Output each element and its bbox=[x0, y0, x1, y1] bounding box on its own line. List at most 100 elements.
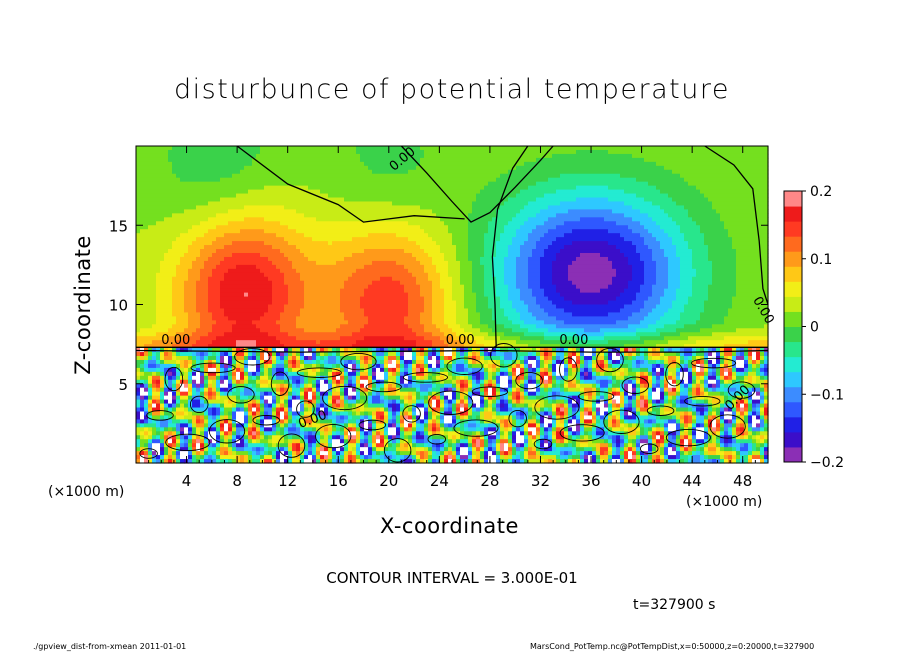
heatmap-cell bbox=[208, 367, 213, 373]
heatmap-cell bbox=[336, 252, 341, 258]
heatmap-cell bbox=[288, 268, 293, 274]
heatmap-cell bbox=[328, 391, 333, 397]
heatmap-cell bbox=[228, 367, 233, 373]
heatmap-cell bbox=[220, 146, 225, 151]
heatmap-cell bbox=[248, 427, 253, 432]
heatmap-cell bbox=[260, 146, 265, 151]
heatmap-cell bbox=[364, 336, 369, 341]
heatmap-cell bbox=[352, 268, 357, 274]
heatmap-cell bbox=[188, 245, 193, 250]
heatmap-cell bbox=[268, 185, 273, 191]
heatmap-cell bbox=[340, 316, 345, 321]
heatmap-cell bbox=[264, 245, 269, 250]
heatmap-cell bbox=[144, 344, 149, 349]
heatmap-cell bbox=[244, 395, 249, 401]
heatmap-cell bbox=[248, 423, 253, 428]
heatmap-cell bbox=[156, 451, 161, 456]
heatmap-cell bbox=[232, 237, 237, 242]
heatmap-cell bbox=[340, 363, 345, 369]
heatmap-cell bbox=[308, 209, 313, 214]
heatmap-cell bbox=[240, 427, 245, 432]
heatmap-cell bbox=[308, 419, 313, 424]
heatmap-cell bbox=[380, 221, 385, 226]
heatmap-cell bbox=[344, 268, 349, 274]
heatmap-cell bbox=[348, 411, 353, 417]
heatmap-cell bbox=[208, 241, 213, 246]
heatmap-cell bbox=[216, 399, 221, 405]
heatmap-cell bbox=[188, 157, 193, 163]
heatmap-cell bbox=[308, 237, 313, 242]
heatmap-cell bbox=[216, 383, 221, 389]
heatmap-cell bbox=[288, 272, 293, 278]
heatmap-cell bbox=[164, 367, 169, 373]
heatmap-cell bbox=[344, 284, 349, 290]
heatmap-cell bbox=[172, 411, 177, 417]
heatmap-cell bbox=[324, 213, 329, 218]
heatmap-cell bbox=[220, 268, 225, 274]
heatmap-cell bbox=[148, 296, 153, 302]
heatmap-cell bbox=[136, 221, 141, 226]
heatmap-cell bbox=[192, 363, 197, 369]
heatmap-cell bbox=[296, 415, 301, 421]
heatmap-cell bbox=[288, 340, 293, 345]
heatmap-cell bbox=[316, 197, 321, 203]
heatmap-cell bbox=[180, 221, 185, 226]
heatmap-cell bbox=[168, 245, 173, 250]
heatmap-cell bbox=[232, 153, 237, 159]
heatmap-cell bbox=[188, 399, 193, 405]
heatmap-cell bbox=[372, 276, 377, 282]
heatmap-cell bbox=[244, 304, 249, 310]
heatmap-cell bbox=[336, 197, 341, 203]
heatmap-cell bbox=[284, 379, 289, 385]
heatmap-cell bbox=[324, 193, 329, 199]
heatmap-cell bbox=[228, 185, 233, 191]
heatmap-cell bbox=[348, 308, 353, 314]
heatmap-cell bbox=[356, 181, 361, 187]
heatmap-cell bbox=[316, 455, 321, 460]
heatmap-cell bbox=[288, 363, 293, 369]
heatmap-cell bbox=[164, 157, 169, 163]
heatmap-cell bbox=[152, 407, 157, 413]
heatmap-cell bbox=[356, 209, 361, 214]
heatmap-cell bbox=[312, 367, 317, 373]
heatmap-cell bbox=[256, 451, 261, 456]
heatmap-cell bbox=[216, 177, 221, 183]
heatmap-cell bbox=[252, 340, 257, 345]
heatmap-cell bbox=[324, 336, 329, 341]
heatmap-cell bbox=[228, 153, 233, 159]
heatmap-cell bbox=[364, 177, 369, 183]
heatmap-cell bbox=[156, 268, 161, 274]
heatmap-cell bbox=[316, 336, 321, 341]
heatmap-cell bbox=[320, 161, 325, 167]
heatmap-cell bbox=[268, 399, 273, 405]
heatmap-cell bbox=[344, 225, 349, 230]
heatmap-cell bbox=[264, 352, 269, 357]
heatmap-cell bbox=[336, 403, 341, 409]
heatmap-cell bbox=[180, 359, 185, 365]
heatmap-cell bbox=[272, 233, 277, 238]
heatmap-cell bbox=[312, 157, 317, 163]
heatmap-cell bbox=[208, 217, 213, 222]
heatmap-cell bbox=[164, 173, 169, 179]
heatmap-cell bbox=[372, 415, 377, 421]
heatmap-cell bbox=[292, 332, 297, 337]
heatmap-cell bbox=[220, 352, 225, 357]
heatmap-cell bbox=[288, 165, 293, 171]
heatmap-cell bbox=[304, 423, 309, 428]
heatmap-cell bbox=[212, 213, 217, 218]
heatmap-cell bbox=[184, 419, 189, 424]
heatmap-cell bbox=[328, 173, 333, 179]
heatmap-cell bbox=[232, 340, 237, 345]
heatmap-cell bbox=[384, 169, 389, 175]
heatmap-cell bbox=[376, 320, 381, 325]
heatmap-cell bbox=[340, 340, 345, 345]
heatmap-cell bbox=[276, 256, 281, 262]
heatmap-cell bbox=[256, 316, 261, 321]
heatmap-cell bbox=[344, 371, 349, 377]
heatmap-cell bbox=[288, 284, 293, 290]
heatmap-cell bbox=[320, 177, 325, 183]
heatmap-cell bbox=[196, 252, 201, 258]
heatmap-cell bbox=[324, 356, 329, 361]
heatmap-cell bbox=[208, 185, 213, 191]
heatmap-cell bbox=[144, 336, 149, 341]
